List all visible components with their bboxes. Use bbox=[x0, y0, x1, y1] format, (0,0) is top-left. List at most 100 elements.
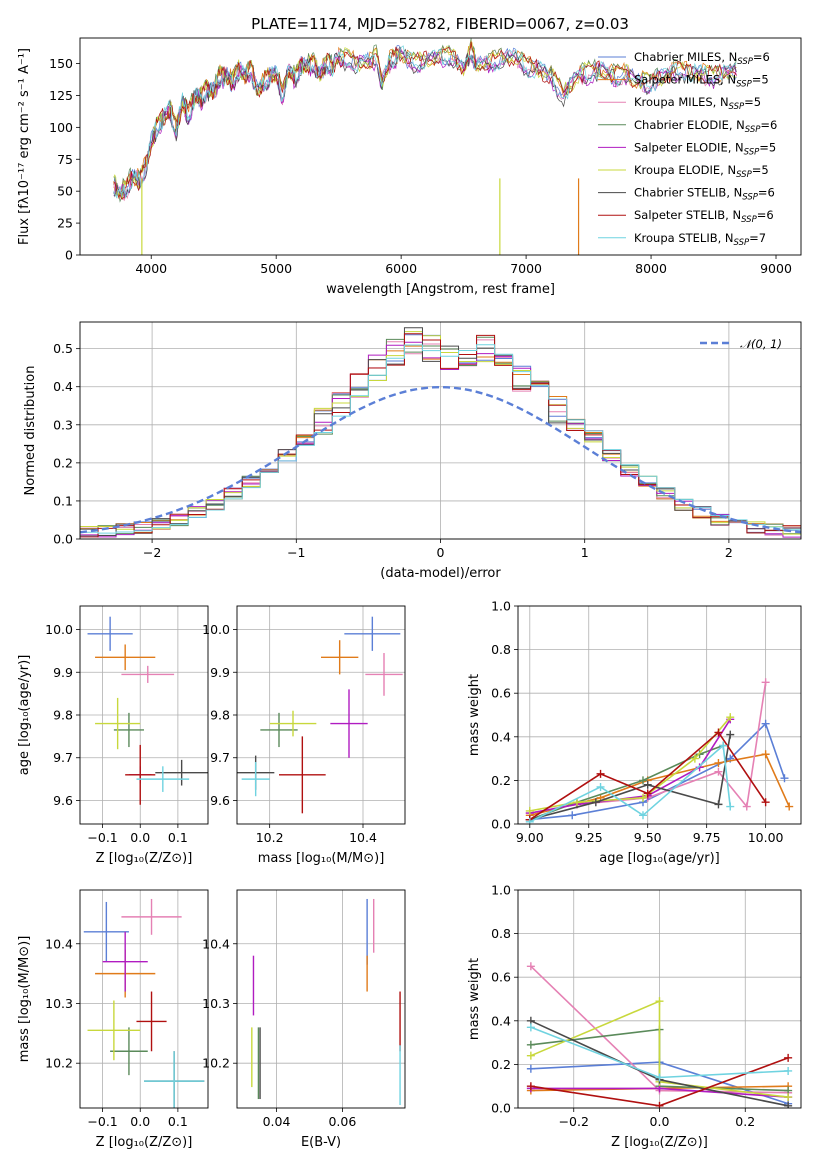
hist-legend: 𝒩(0, 1) bbox=[700, 337, 782, 351]
x-tick-label: 9.00 bbox=[516, 830, 544, 845]
weight-marker bbox=[761, 750, 770, 759]
panel-weight_vs_age: 9.00 9.25 9.50 9.75 10.00 0.0 0.2 0.4 0.6 0.8 1.0 a… bbox=[467, 599, 802, 866]
y-tick-label: 0.2 bbox=[53, 455, 73, 470]
x-tick-label: 0.2 bbox=[735, 1114, 755, 1129]
weight-marker bbox=[526, 1082, 535, 1091]
spectrum-line-7 bbox=[113, 41, 737, 200]
weight-marker bbox=[591, 798, 600, 807]
weight-marker bbox=[719, 741, 728, 750]
weight-marker bbox=[726, 802, 735, 811]
y-tick-label: 150 bbox=[49, 56, 73, 71]
weight-marker bbox=[638, 776, 647, 785]
y-tick-label: 0.2 bbox=[491, 1057, 511, 1072]
y-tick-label: 0.8 bbox=[491, 926, 511, 941]
legend-tail: =5 bbox=[752, 73, 769, 87]
panel-age_vs_Z: −0.1 0.0 0.1 9.6 9.7 9.8 9.9 10.0 Z [log₁₀(Z/Z⊙)… bbox=[17, 605, 209, 866]
weight-marker bbox=[643, 780, 652, 789]
spectrum-line-6 bbox=[113, 46, 737, 198]
legend-label: Chabrier ELODIE, NSSP=6 bbox=[634, 118, 777, 135]
x-tick-label: 0.0 bbox=[650, 1114, 670, 1129]
y-tick-label: 9.8 bbox=[53, 708, 73, 723]
legend-label: Salpeter MILES, NSSP=5 bbox=[634, 73, 769, 90]
y-axis-label: Normed distribution bbox=[23, 366, 38, 496]
x-tick-label: 1 bbox=[581, 545, 589, 560]
panels-layer: 4000 5000 6000 7000 8000 9000 0 25 50 75 100 125 150… bbox=[17, 37, 802, 1150]
weight-marker bbox=[525, 806, 534, 815]
weight-marker bbox=[638, 793, 647, 802]
legend-sub: SSP bbox=[742, 193, 758, 203]
x-tick-label: 6000 bbox=[385, 261, 417, 276]
x-tick-label: 9000 bbox=[760, 261, 792, 276]
weight-marker bbox=[784, 1101, 793, 1108]
plot-area-spectrum bbox=[113, 38, 737, 255]
weight-marker bbox=[596, 782, 605, 791]
x-axis-label: E(B-V) bbox=[301, 1135, 341, 1150]
y-tick-label: 10.2 bbox=[202, 1056, 230, 1071]
legend-label: Kroupa STELIB, NSSP=7 bbox=[634, 231, 766, 248]
axes-frame bbox=[79, 889, 209, 1109]
axes-frame bbox=[79, 321, 802, 540]
x-tick-label: −0.2 bbox=[559, 1114, 589, 1129]
y-tick-label: 9.7 bbox=[53, 750, 73, 765]
legend-sub: SSP bbox=[729, 102, 745, 112]
x-axis-label: Z [log₁₀(Z/Z⊙)] bbox=[96, 851, 193, 866]
y-tick-label: 0.0 bbox=[53, 532, 73, 547]
plot-area-residual_hist bbox=[80, 327, 801, 539]
legend-label: Salpeter STELIB, NSSP=6 bbox=[634, 208, 774, 225]
y-tick-label: 50 bbox=[57, 184, 73, 199]
y-axis-label: Flux [fλ10⁻¹⁷ erg cm⁻² s⁻¹ A⁻¹] bbox=[17, 48, 32, 245]
legend-sub: SSP bbox=[744, 147, 760, 157]
y-tick-label: 0.3 bbox=[53, 417, 73, 432]
x-tick-label: −0.1 bbox=[87, 1114, 117, 1129]
weight-marker bbox=[784, 1066, 793, 1075]
legend-tail: =5 bbox=[744, 95, 761, 109]
legend-tail: =6 bbox=[760, 118, 777, 132]
y-axis-label: mass weight bbox=[467, 674, 482, 756]
axes-frame bbox=[517, 605, 802, 825]
weight-marker bbox=[690, 754, 699, 763]
x-axis-label: (data-model)/error bbox=[380, 566, 501, 581]
y-tick-label: 9.6 bbox=[210, 793, 230, 808]
weight-marker bbox=[761, 678, 770, 687]
spectrum-line-8 bbox=[113, 45, 737, 199]
plot-area-mass_vs_Z bbox=[83, 898, 205, 1108]
weight-marker bbox=[784, 1053, 793, 1062]
panel-mass_vs_Z: −0.1 0.0 0.1 10.2 10.3 10.4 Z [log₁₀(Z/Z⊙)] mas… bbox=[17, 889, 209, 1150]
weight-marker bbox=[572, 798, 581, 807]
weight-marker bbox=[655, 1101, 664, 1108]
y-tick-label: 10.3 bbox=[45, 996, 73, 1011]
y-tick-label: 100 bbox=[49, 120, 73, 135]
weight-marker bbox=[714, 728, 723, 737]
weight-marker bbox=[655, 997, 664, 1006]
weight-marker bbox=[526, 1040, 535, 1049]
y-tick-label: 10.3 bbox=[202, 996, 230, 1011]
y-tick-label: 0.0 bbox=[491, 817, 511, 832]
plot-area-weight_vs_Z bbox=[526, 962, 793, 1108]
weight-line-5 bbox=[530, 999, 789, 1098]
weight-marker bbox=[525, 817, 534, 824]
panel-age_vs_mass: 10.2 10.4 9.6 9.7 9.8 9.9 10.0 mass [log₁₀(M/M⊙… bbox=[202, 605, 406, 866]
spectrum-legend: Chabrier MILES, NSSP=6 Salpeter MILES, NS… bbox=[598, 50, 777, 248]
y-tick-label: 0 bbox=[65, 248, 73, 263]
y-tick-label: 9.9 bbox=[53, 665, 73, 680]
axes-frame bbox=[517, 889, 802, 1109]
legend-label: Kroupa ELODIE, NSSP=5 bbox=[634, 163, 769, 180]
weight-marker bbox=[526, 1051, 535, 1060]
panel-residual_hist: −2 −1 0 1 2 0.0 0.1 0.2 0.3 0.4 0.5 (data-model)/er… bbox=[23, 321, 802, 581]
legend-tail: =7 bbox=[749, 231, 766, 245]
weight-marker bbox=[726, 730, 735, 739]
legend-sub: SSP bbox=[736, 170, 752, 180]
x-tick-label: 10.00 bbox=[748, 830, 784, 845]
legend-sub: SSP bbox=[734, 238, 750, 248]
x-axis-label: Z [log₁₀(Z/Z⊙)] bbox=[611, 1135, 708, 1150]
axes-frame bbox=[79, 605, 209, 825]
weight-marker bbox=[784, 1093, 793, 1102]
weight-marker bbox=[761, 798, 770, 807]
weight-marker bbox=[526, 1064, 535, 1073]
x-tick-label: 9.50 bbox=[634, 830, 662, 845]
weight-marker bbox=[726, 713, 735, 722]
weight-marker bbox=[714, 758, 723, 767]
y-tick-label: 10.4 bbox=[202, 936, 230, 951]
weight-marker bbox=[643, 789, 652, 798]
